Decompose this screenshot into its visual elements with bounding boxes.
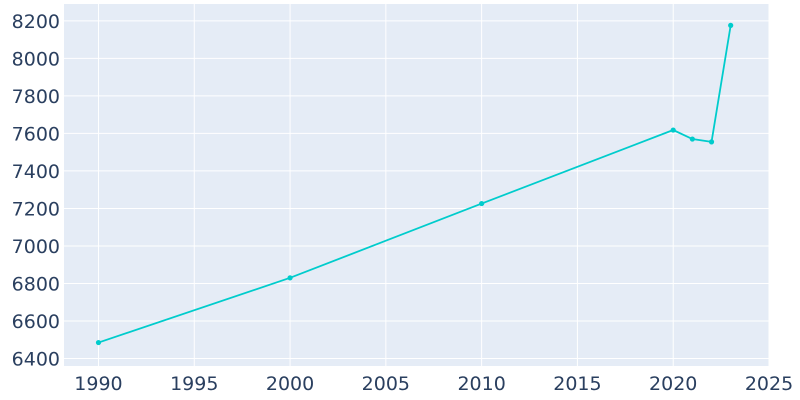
x-tick-label: 2025 — [745, 373, 793, 395]
y-tick-label: 6400 — [12, 348, 60, 370]
y-tick-label: 7600 — [12, 123, 60, 145]
x-tick-label: 2005 — [362, 373, 410, 395]
x-axis-ticks: 1990 1995 2000 2005 2010 2015 2020 2025 — [74, 373, 793, 395]
x-tick-label: 2010 — [457, 373, 505, 395]
data-point — [708, 139, 715, 145]
y-tick-label: 7400 — [12, 161, 60, 183]
x-tick-label: 1990 — [74, 373, 122, 395]
data-point — [728, 22, 734, 28]
x-tick-label: 2020 — [649, 373, 697, 395]
y-tick-label: 6600 — [12, 311, 60, 333]
series-layer — [95, 22, 734, 346]
data-point — [287, 275, 293, 281]
grid-lines — [64, 4, 770, 366]
plot-area — [64, 4, 769, 366]
y-tick-label: 6800 — [12, 273, 60, 295]
y-tick-label: 8000 — [12, 48, 60, 70]
y-tick-label: 8200 — [12, 11, 60, 33]
y-axis-ticks: 6400 6600 6800 7000 7200 7400 7600 7800 8000 8200 — [12, 11, 60, 371]
y-tick-label: 7200 — [12, 198, 60, 220]
data-point — [670, 127, 676, 133]
data-point — [479, 200, 485, 207]
x-tick-label: 2015 — [553, 373, 601, 395]
data-point — [689, 136, 695, 142]
y-tick-label: 7000 — [12, 236, 60, 258]
x-tick-label: 1995 — [170, 373, 218, 395]
x-tick-label: 2000 — [266, 373, 314, 395]
data-point — [95, 339, 102, 346]
y-tick-label: 7800 — [12, 86, 60, 108]
